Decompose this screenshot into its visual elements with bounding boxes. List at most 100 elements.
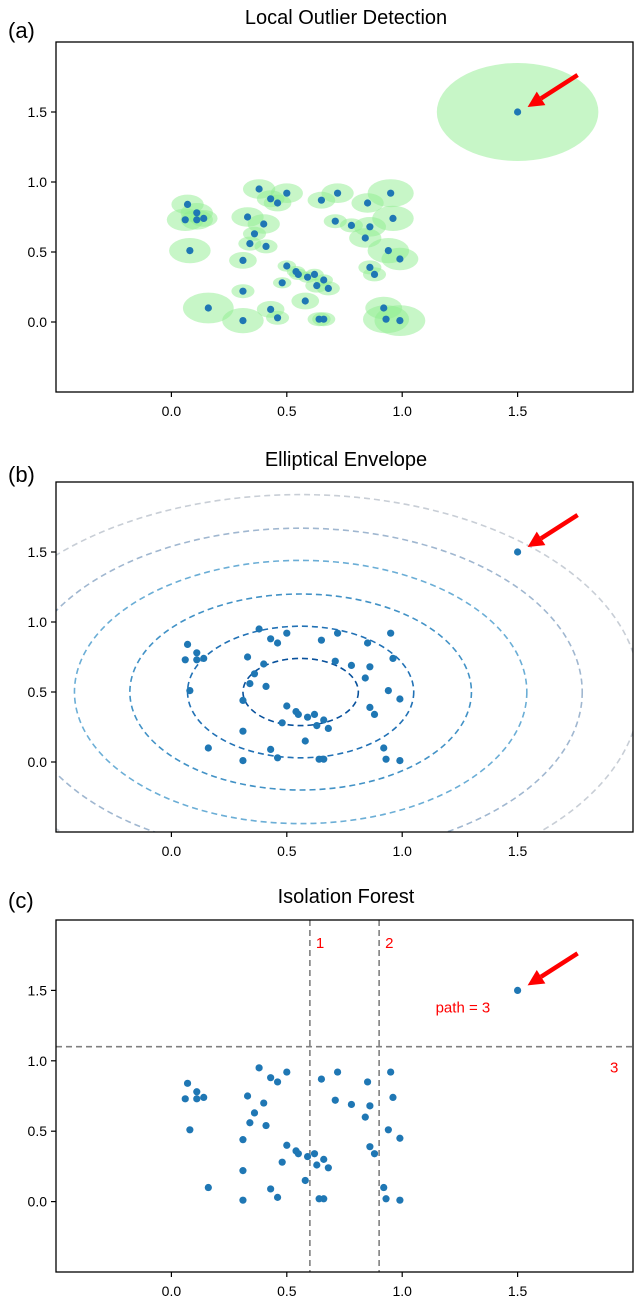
- plot-area: [56, 493, 633, 832]
- data-point: [239, 287, 247, 295]
- data-point: [204, 744, 212, 752]
- y-tick-label: 0.5: [28, 1123, 48, 1139]
- data-point: [396, 255, 404, 263]
- data-point: [310, 270, 319, 278]
- data-point: [183, 640, 192, 649]
- data-point: [384, 687, 392, 695]
- data-point: [361, 234, 369, 242]
- data-point: [382, 315, 390, 323]
- data-point: [313, 1161, 321, 1169]
- data-point: [267, 1185, 275, 1193]
- data-point: [320, 315, 328, 323]
- panel-a-letter: (a): [8, 18, 35, 43]
- outlier-arrow-shaft: [539, 513, 579, 541]
- data-point: [239, 256, 247, 264]
- data-point: [260, 1099, 268, 1107]
- data-point: [387, 629, 395, 637]
- data-point: [310, 710, 319, 719]
- data-point: [283, 629, 291, 637]
- data-point: [239, 1167, 247, 1175]
- path-length-annotation: path = 3: [436, 999, 491, 1016]
- panel-b-title: Elliptical Envelope: [265, 449, 427, 471]
- envelope-contour: [129, 593, 473, 791]
- data-point: [239, 1196, 247, 1204]
- data-point: [514, 548, 522, 556]
- data-point: [366, 223, 374, 231]
- data-point: [389, 214, 397, 222]
- data-point: [273, 1078, 282, 1086]
- data-point: [324, 284, 332, 292]
- data-point: [283, 262, 291, 270]
- data-point: [387, 1068, 395, 1076]
- envelope-contour: [242, 657, 360, 727]
- data-point: [380, 1183, 388, 1192]
- outlier-arrow-shaft: [539, 73, 579, 101]
- panel-a-plot: 0.0 0.5 1.0 1.5 0.0 0.5 1.0 1.5: [28, 41, 634, 419]
- data-point: [310, 1150, 319, 1158]
- data-point: [363, 1078, 372, 1086]
- data-point: [250, 1109, 259, 1117]
- outlier-arrow-head: [527, 91, 546, 107]
- data-point: [301, 737, 309, 745]
- split-label: 1: [316, 935, 324, 952]
- data-point: [384, 1126, 392, 1134]
- panel-c: (c) Isolation Forest 1 2 3 path = 3 0.0 0.5 1.…: [8, 886, 634, 1299]
- data-point: [243, 1092, 252, 1100]
- data-point: [366, 263, 374, 271]
- data-point: [396, 695, 404, 703]
- axes-frame: [55, 41, 634, 393]
- data-point: [333, 1068, 342, 1076]
- data-point: [278, 719, 286, 727]
- data-point: [181, 1095, 189, 1103]
- x-tick-label: 0.5: [277, 1283, 297, 1299]
- data-point: [347, 661, 356, 670]
- outlier-arrow-head: [527, 531, 546, 547]
- x-tick-label: 0.0: [162, 1283, 182, 1299]
- envelope-contour: [186, 625, 415, 759]
- data-point: [303, 713, 312, 721]
- data-point: [370, 1150, 379, 1158]
- data-point: [370, 710, 379, 719]
- data-point: [267, 305, 275, 313]
- data-point: [183, 200, 192, 208]
- data-point: [267, 635, 275, 643]
- data-point: [387, 189, 395, 197]
- data-point: [320, 276, 328, 284]
- data-point: [396, 1196, 404, 1204]
- data-point: [186, 247, 194, 255]
- data-point: [514, 108, 522, 116]
- panel-a-title: Local Outlier Detection: [245, 7, 447, 29]
- y-tick-label: 1.5: [28, 982, 48, 998]
- data-point: [273, 199, 282, 207]
- data-point: [382, 755, 390, 763]
- data-point: [324, 724, 332, 733]
- x-tick-label: 1.5: [508, 403, 528, 419]
- outlier-arrow-shaft: [539, 951, 579, 979]
- data-point: [181, 656, 189, 664]
- x-tick-label: 1.5: [508, 843, 528, 859]
- data-point: [250, 670, 259, 678]
- axes-frame: [55, 919, 634, 1273]
- data-point: [333, 629, 342, 637]
- data-point: [273, 1193, 282, 1201]
- panel-b-plot: 0.0 0.5 1.0 1.5 0.0 0.5 1.0 1.5: [28, 481, 634, 859]
- data-point: [246, 1119, 254, 1127]
- data-point: [396, 757, 404, 765]
- y-tick-label: 0.0: [28, 314, 48, 330]
- data-point: [366, 1102, 374, 1110]
- data-point: [204, 304, 212, 312]
- data-point: [193, 216, 201, 224]
- data-point: [200, 1093, 208, 1102]
- data-point: [331, 657, 339, 665]
- data-point: [273, 639, 282, 647]
- x-tick-label: 0.0: [162, 403, 182, 419]
- split-label: 2: [385, 935, 393, 952]
- split-label: 3: [610, 1060, 618, 1077]
- outlier-arrow-head: [527, 970, 546, 986]
- data-point: [320, 1195, 328, 1203]
- y-tick-label: 0.0: [28, 1194, 48, 1210]
- y-tick-label: 1.0: [28, 614, 48, 630]
- data-point: [239, 317, 247, 325]
- data-point: [193, 1088, 201, 1096]
- data-point: [262, 1121, 270, 1130]
